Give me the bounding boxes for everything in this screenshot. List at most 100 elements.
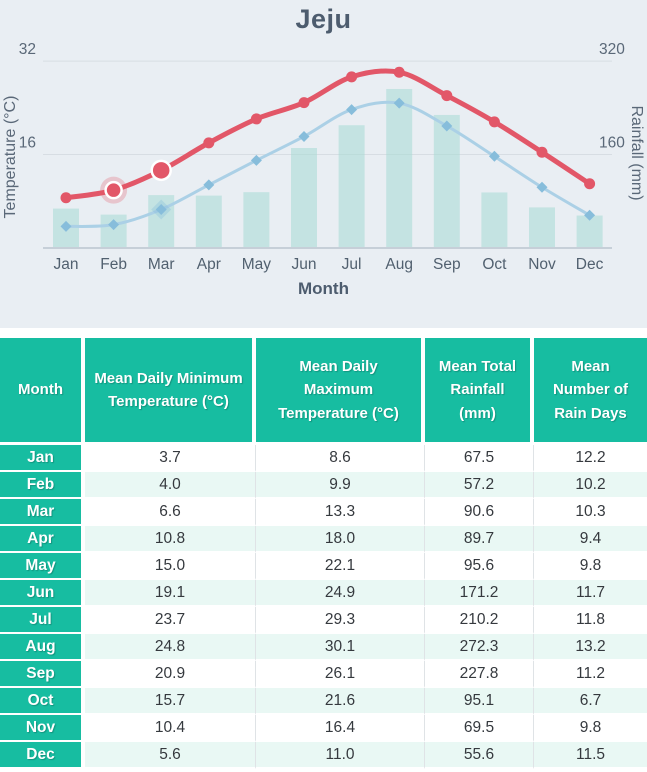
row-month-header: Aug [0,634,85,661]
table-row: Mar 6.6 13.3 90.6 10.3 [0,499,647,526]
table-cell: 13.2 [534,634,647,661]
rainfall-bar[interactable] [433,114,460,248]
table-cell: 15.0 [85,553,256,580]
row-month-header: Mar [0,499,85,526]
column-header: Mean Number of Rain Days [534,338,647,445]
table-cell: 20.9 [85,661,256,688]
max-temp-point[interactable] [203,137,215,149]
table-cell: 9.4 [534,526,647,553]
table-cell: 210.2 [425,607,534,634]
rainfall-bar[interactable] [576,215,603,248]
table-cell: 9.8 [534,715,647,742]
table-row: Feb 4.0 9.9 57.2 10.2 [0,472,647,499]
min-temp-line [65,100,591,228]
min-temp-point[interactable] [155,203,167,215]
right-tick-label: 160 [599,135,625,152]
table-cell: 15.7 [85,688,256,715]
climate-table: Month Mean Daily Minimum Temperature (°C)… [0,338,647,769]
table-cell: 19.1 [85,580,256,607]
max-temp-point[interactable] [393,66,405,78]
min-temp-point[interactable] [346,104,358,116]
min-temp-point[interactable] [393,97,405,109]
max-temp-point[interactable] [536,146,548,158]
column-header: Mean Daily Maximum Temperature (°C) [256,338,425,445]
min-temp-point[interactable] [203,179,215,191]
min-temp-point[interactable] [250,154,262,166]
max-temp-point-selected[interactable] [104,180,123,200]
max-temp-point[interactable] [60,192,72,204]
min-temp-point[interactable] [108,219,120,231]
max-temp-line [63,68,593,201]
min-temp-point[interactable] [488,150,500,162]
climate-chart-panel: 32 320 16 160 Jan Feb Mar Apr May Jun Jul Aug Sep Oct… [0,0,647,328]
rainfall-bar[interactable] [338,125,365,248]
month-label: Feb [100,256,127,273]
month-label: Aug [385,256,413,273]
max-temp-point[interactable] [488,116,500,128]
month-label: Jun [292,256,317,273]
row-month-header: May [0,553,85,580]
table-cell: 30.1 [256,634,425,661]
table-cell: 18.0 [256,526,425,553]
table-cell: 6.6 [85,499,256,526]
row-month-header: Feb [0,472,85,499]
max-temp-point-emphasized[interactable] [150,159,172,182]
month-label: May [242,256,272,273]
min-temp-point[interactable] [60,220,72,232]
min-temp-point[interactable] [536,181,548,193]
table-row: Jul 23.7 29.3 210.2 11.8 [0,607,647,634]
rainfall-bar[interactable] [529,207,555,248]
table-cell: 3.7 [85,445,256,472]
max-temp-point[interactable] [250,113,262,125]
month-label: Jan [54,256,79,273]
table-cell: 16.4 [256,715,425,742]
rainfall-bar[interactable] [291,148,317,248]
min-temp-point[interactable] [584,209,596,221]
table-row: Sep 20.9 26.1 227.8 11.2 [0,661,647,688]
column-header: Mean Total Rainfall (mm) [425,338,534,445]
rainfall-bar[interactable] [195,195,222,248]
table-row: Aug 24.8 30.1 272.3 13.2 [0,634,647,661]
table-cell: 227.8 [425,661,534,688]
column-header: Mean Daily Minimum Temperature (°C) [85,338,256,445]
table-cell: 29.3 [256,607,425,634]
min-temp-point[interactable] [441,120,453,132]
table-row: Jan 3.7 8.6 67.5 12.2 [0,445,647,472]
table-cell: 11.7 [534,580,647,607]
max-temp-point[interactable] [584,178,596,190]
table-cell: 5.6 [85,742,256,769]
table-cell: 13.3 [256,499,425,526]
rainfall-bar[interactable] [481,192,508,248]
min-temp-point[interactable] [298,130,310,142]
table-cell: 10.3 [534,499,647,526]
left-tick-label: 32 [19,41,36,58]
rainfall-bar[interactable] [243,192,270,248]
month-label: Jul [342,256,362,273]
table-cell: 95.1 [425,688,534,715]
month-label: Oct [482,256,507,273]
left-axis-title: Temperature (°C) [2,95,19,219]
table-cell: 90.6 [425,499,534,526]
table-cell: 10.4 [85,715,256,742]
table-cell: 10.8 [85,526,256,553]
month-label: Nov [528,256,556,273]
month-label: Dec [576,256,604,273]
table-cell: 9.8 [534,553,647,580]
row-month-header: Jul [0,607,85,634]
month-label: Apr [197,256,221,273]
row-month-header: Jun [0,580,85,607]
table-cell: 10.2 [534,472,647,499]
rainfall-bar[interactable] [386,88,413,248]
row-month-header: Apr [0,526,85,553]
table-cell: 6.7 [534,688,647,715]
max-temp-point[interactable] [441,90,453,102]
row-month-header: Jan [0,445,85,472]
table-row: Nov 10.4 16.4 69.5 9.8 [0,715,647,742]
max-temp-point[interactable] [346,71,358,83]
table-row: Dec 5.6 11.0 55.6 11.5 [0,742,647,769]
max-temp-point[interactable] [298,97,310,109]
table-cell: 11.2 [534,661,647,688]
row-month-header: Dec [0,742,85,769]
table-row: Oct 15.7 21.6 95.1 6.7 [0,688,647,715]
month-label: Sep [433,256,461,273]
